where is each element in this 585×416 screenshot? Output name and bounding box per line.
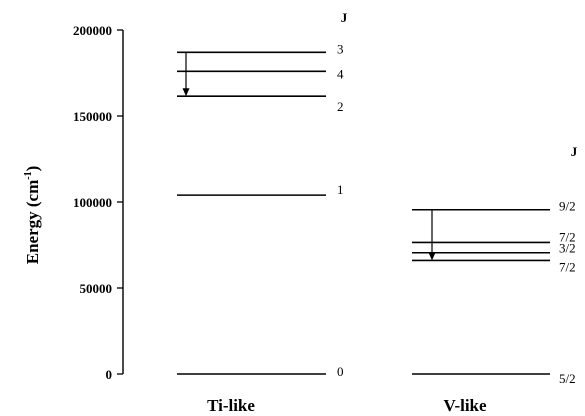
y-tick-label: 0 [106,367,113,382]
j-value-label: 5/2 [559,371,576,386]
j-value-label: 2 [337,99,344,114]
transition-arrowhead [182,88,190,97]
transition-arrowhead [428,252,436,261]
j-column-header: J [571,144,578,159]
y-tick-label: 200000 [73,23,112,38]
y-ticks: 0 50000 100000 150000 200000 [73,23,123,382]
j-value-label: 7/2 [559,229,576,244]
y-tick-label: 50000 [80,281,113,296]
j-value-label: 4 [337,66,344,81]
level-group-1: J 3 4 2 1 0 Ti-like [177,10,348,415]
j-value-label: 0 [337,364,344,379]
j-value-label: 1 [337,182,344,197]
group-label: V-like [443,396,487,415]
j-value-label: 3/2 [559,241,576,256]
y-tick-label: 100000 [73,195,112,210]
y-axis-title-close: ) [23,166,42,172]
level-group-2: J9/27/23/27/25/2V-like [412,144,578,415]
j-value-label: 9/2 [559,199,576,214]
y-axis-title-text: Energy (cm [23,180,42,265]
j-value-label: 3 [337,41,344,56]
j-column-header: J [341,10,348,25]
y-axis-title-superscript: -1 [23,171,34,179]
group-label: Ti-like [207,396,255,415]
y-axis-title: Energy (cm-1) [23,166,42,265]
j-value-label: 7/2 [559,259,576,274]
y-tick-label: 150000 [73,109,112,124]
